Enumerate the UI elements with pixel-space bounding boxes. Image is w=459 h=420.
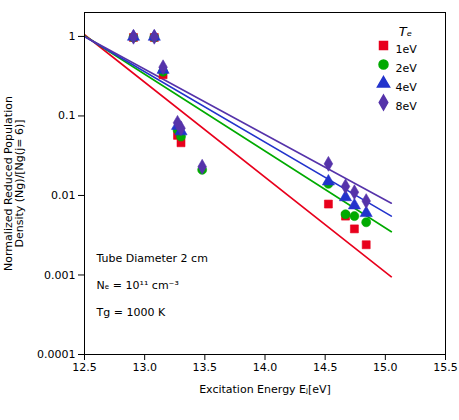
svg-text:15.0: 15.0 <box>373 361 398 374</box>
svg-text:14.0: 14.0 <box>253 361 278 374</box>
svg-text:Tube Diameter 2 cm: Tube Diameter 2 cm <box>96 252 208 265</box>
svg-text:14.5: 14.5 <box>313 361 338 374</box>
svg-text:13.0: 13.0 <box>132 361 157 374</box>
svg-text:2eV: 2eV <box>396 62 418 75</box>
svg-text:Tg = 1000 K: Tg = 1000 K <box>96 306 166 319</box>
svg-text:4eV: 4eV <box>396 81 418 94</box>
svg-text:Normalized Reduced PopulationD: Normalized Reduced PopulationDensity (Ng… <box>2 96 26 271</box>
svg-text:15.5: 15.5 <box>433 361 458 374</box>
svg-text:Tₑ: Tₑ <box>399 24 412 39</box>
svg-text:0.01: 0.01 <box>51 189 76 202</box>
svg-text:0.001: 0.001 <box>44 269 76 282</box>
svg-text:Nₑ = 10¹¹ cm⁻³: Nₑ = 10¹¹ cm⁻³ <box>97 279 179 292</box>
svg-text:0.0001: 0.0001 <box>37 348 76 361</box>
svg-text:12.5: 12.5 <box>72 361 97 374</box>
svg-text:0.1: 0.1 <box>58 109 76 122</box>
svg-text:1eV: 1eV <box>396 43 418 56</box>
svg-text:8eV: 8eV <box>396 100 418 113</box>
svg-text:13.5: 13.5 <box>193 361 218 374</box>
svg-text:1: 1 <box>69 30 76 43</box>
svg-text:Excitation Energy Eⱼ[eV]: Excitation Energy Eⱼ[eV] <box>199 383 331 396</box>
